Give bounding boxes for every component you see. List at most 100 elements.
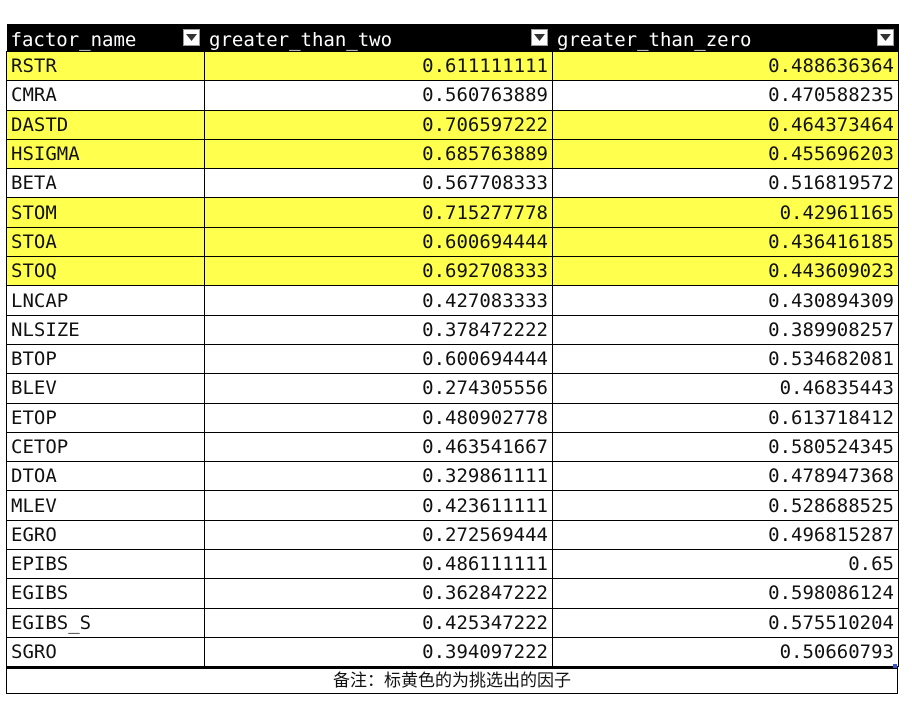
cell-greater-than-two[interactable]: 0.567708333 <box>204 168 553 199</box>
filter-dropdown-greater-than-two[interactable] <box>531 29 548 46</box>
spreadsheet: factor_name greater_than_two greater_tha… <box>6 24 899 695</box>
table-row: CETOP 0.463541667 0.580524345 <box>6 431 899 463</box>
cell-factor-name[interactable]: EGIBS <box>6 578 205 609</box>
cell-greater-than-zero[interactable]: 0.42961165 <box>552 197 899 228</box>
cell-factor-name[interactable]: BTOP <box>6 343 205 375</box>
filter-dropdown-greater-than-zero[interactable] <box>877 29 894 46</box>
table-row: BETA 0.567708333 0.516819572 <box>6 168 899 199</box>
filter-dropdown-factor-name[interactable] <box>183 29 200 46</box>
table-row: ETOP 0.480902778 0.613718412 <box>6 402 899 433</box>
cell-factor-name[interactable]: NLSIZE <box>6 314 205 345</box>
cell-greater-than-zero[interactable]: 0.516819572 <box>552 168 899 199</box>
cell-greater-than-zero[interactable]: 0.575510204 <box>552 607 899 638</box>
header-greater-than-two[interactable]: greater_than_two <box>204 24 553 52</box>
header-greater-than-two-label: greater_than_two <box>209 28 393 51</box>
table-row: RSTR 0.611111111 0.488636364 <box>6 50 899 82</box>
cell-factor-name[interactable]: HSIGMA <box>6 138 205 170</box>
cell-greater-than-zero[interactable]: 0.443609023 <box>552 256 899 287</box>
cell-greater-than-two[interactable]: 0.560763889 <box>204 80 553 111</box>
cell-factor-name[interactable]: STOM <box>6 197 205 228</box>
table-row: BLEV 0.274305556 0.46835443 <box>6 373 899 404</box>
cell-greater-than-two[interactable]: 0.272569444 <box>204 519 553 551</box>
dropdown-arrow-icon <box>880 34 891 41</box>
cell-greater-than-two[interactable]: 0.706597222 <box>204 109 553 140</box>
header-factor-name-label: factor_name <box>10 28 137 51</box>
cell-greater-than-two[interactable]: 0.378472222 <box>204 314 553 345</box>
footnote[interactable]: 备注：标黄色的为挑选出的因子 <box>6 667 898 695</box>
table-row: DTOA 0.329861111 0.478947368 <box>6 461 899 492</box>
cell-greater-than-zero[interactable]: 0.598086124 <box>552 578 899 609</box>
header-factor-name[interactable]: factor_name <box>6 24 205 52</box>
cell-factor-name[interactable]: STOA <box>6 226 205 258</box>
table-row: DASTD 0.706597222 0.464373464 <box>6 109 899 140</box>
cell-factor-name[interactable]: LNCAP <box>6 285 205 316</box>
table-row: EGIBS_S 0.425347222 0.575510204 <box>6 607 899 638</box>
table-row: HSIGMA 0.685763889 0.455696203 <box>6 138 899 170</box>
cell-greater-than-zero[interactable]: 0.389908257 <box>552 314 899 345</box>
table-row: NLSIZE 0.378472222 0.389908257 <box>6 314 899 345</box>
cell-greater-than-zero[interactable]: 0.46835443 <box>552 373 899 404</box>
cell-factor-name[interactable]: DTOA <box>6 461 205 492</box>
cell-greater-than-two[interactable]: 0.600694444 <box>204 343 553 375</box>
cell-greater-than-zero[interactable]: 0.478947368 <box>552 461 899 492</box>
cell-factor-name[interactable]: SGRO <box>6 636 205 668</box>
cell-greater-than-two[interactable]: 0.480902778 <box>204 402 553 433</box>
cell-greater-than-zero[interactable]: 0.488636364 <box>552 50 899 82</box>
cell-greater-than-two[interactable]: 0.362847222 <box>204 578 553 609</box>
table-row: MLEV 0.423611111 0.528688525 <box>6 490 899 521</box>
cell-greater-than-zero[interactable]: 0.580524345 <box>552 431 899 463</box>
table-row: STOM 0.715277778 0.42961165 <box>6 197 899 228</box>
table-row: BTOP 0.600694444 0.534682081 <box>6 343 899 375</box>
cell-greater-than-zero[interactable]: 0.430894309 <box>552 285 899 316</box>
table-row: EPIBS 0.486111111 0.65 <box>6 549 899 580</box>
cell-greater-than-zero[interactable]: 0.534682081 <box>552 343 899 375</box>
cell-greater-than-two[interactable]: 0.486111111 <box>204 549 553 580</box>
cell-factor-name[interactable]: ETOP <box>6 402 205 433</box>
cell-greater-than-zero[interactable]: 0.436416185 <box>552 226 899 258</box>
header-row: factor_name greater_than_two greater_tha… <box>6 24 899 52</box>
cell-factor-name[interactable]: DASTD <box>6 109 205 140</box>
cell-greater-than-two[interactable]: 0.329861111 <box>204 461 553 492</box>
cell-factor-name[interactable]: MLEV <box>6 490 205 521</box>
cell-greater-than-two[interactable]: 0.423611111 <box>204 490 553 521</box>
cell-greater-than-zero[interactable]: 0.470588235 <box>552 80 899 111</box>
cell-greater-than-zero[interactable]: 0.464373464 <box>552 109 899 140</box>
table-row: STOA 0.600694444 0.436416185 <box>6 226 899 258</box>
cell-greater-than-zero[interactable]: 0.613718412 <box>552 402 899 433</box>
cell-factor-name[interactable]: EPIBS <box>6 549 205 580</box>
cell-factor-name[interactable]: RSTR <box>6 50 205 82</box>
cell-factor-name[interactable]: CETOP <box>6 431 205 463</box>
table-row: SGRO 0.394097222 0.50660793 <box>6 636 899 668</box>
cell-greater-than-zero[interactable]: 0.50660793 <box>552 636 899 668</box>
table-row: CMRA 0.560763889 0.470588235 <box>6 80 899 111</box>
factor-table: factor_name greater_than_two greater_tha… <box>6 24 899 668</box>
cell-factor-name[interactable]: BETA <box>6 168 205 199</box>
header-greater-than-zero-label: greater_than_zero <box>557 28 752 51</box>
cell-greater-than-two[interactable]: 0.611111111 <box>204 50 553 82</box>
cell-factor-name[interactable]: EGIBS_S <box>6 607 205 638</box>
table-row: STOQ 0.692708333 0.443609023 <box>6 256 899 287</box>
table-row: EGIBS 0.362847222 0.598086124 <box>6 578 899 609</box>
cell-greater-than-two[interactable]: 0.692708333 <box>204 256 553 287</box>
fill-handle[interactable] <box>893 664 897 668</box>
cell-greater-than-zero[interactable]: 0.455696203 <box>552 138 899 170</box>
dropdown-arrow-icon <box>186 34 197 41</box>
cell-greater-than-zero[interactable]: 0.496815287 <box>552 519 899 551</box>
cell-greater-than-two[interactable]: 0.394097222 <box>204 636 553 668</box>
cell-greater-than-two[interactable]: 0.463541667 <box>204 431 553 463</box>
header-greater-than-zero[interactable]: greater_than_zero <box>552 24 899 52</box>
dropdown-arrow-icon <box>534 34 545 41</box>
cell-greater-than-zero[interactable]: 0.65 <box>552 549 899 580</box>
cell-greater-than-zero[interactable]: 0.528688525 <box>552 490 899 521</box>
cell-factor-name[interactable]: BLEV <box>6 373 205 404</box>
cell-greater-than-two[interactable]: 0.600694444 <box>204 226 553 258</box>
cell-factor-name[interactable]: EGRO <box>6 519 205 551</box>
cell-factor-name[interactable]: CMRA <box>6 80 205 111</box>
cell-greater-than-two[interactable]: 0.715277778 <box>204 197 553 228</box>
cell-factor-name[interactable]: STOQ <box>6 256 205 287</box>
cell-greater-than-two[interactable]: 0.427083333 <box>204 285 553 316</box>
table-row: EGRO 0.272569444 0.496815287 <box>6 519 899 551</box>
cell-greater-than-two[interactable]: 0.274305556 <box>204 373 553 404</box>
cell-greater-than-two[interactable]: 0.685763889 <box>204 138 553 170</box>
cell-greater-than-two[interactable]: 0.425347222 <box>204 607 553 638</box>
